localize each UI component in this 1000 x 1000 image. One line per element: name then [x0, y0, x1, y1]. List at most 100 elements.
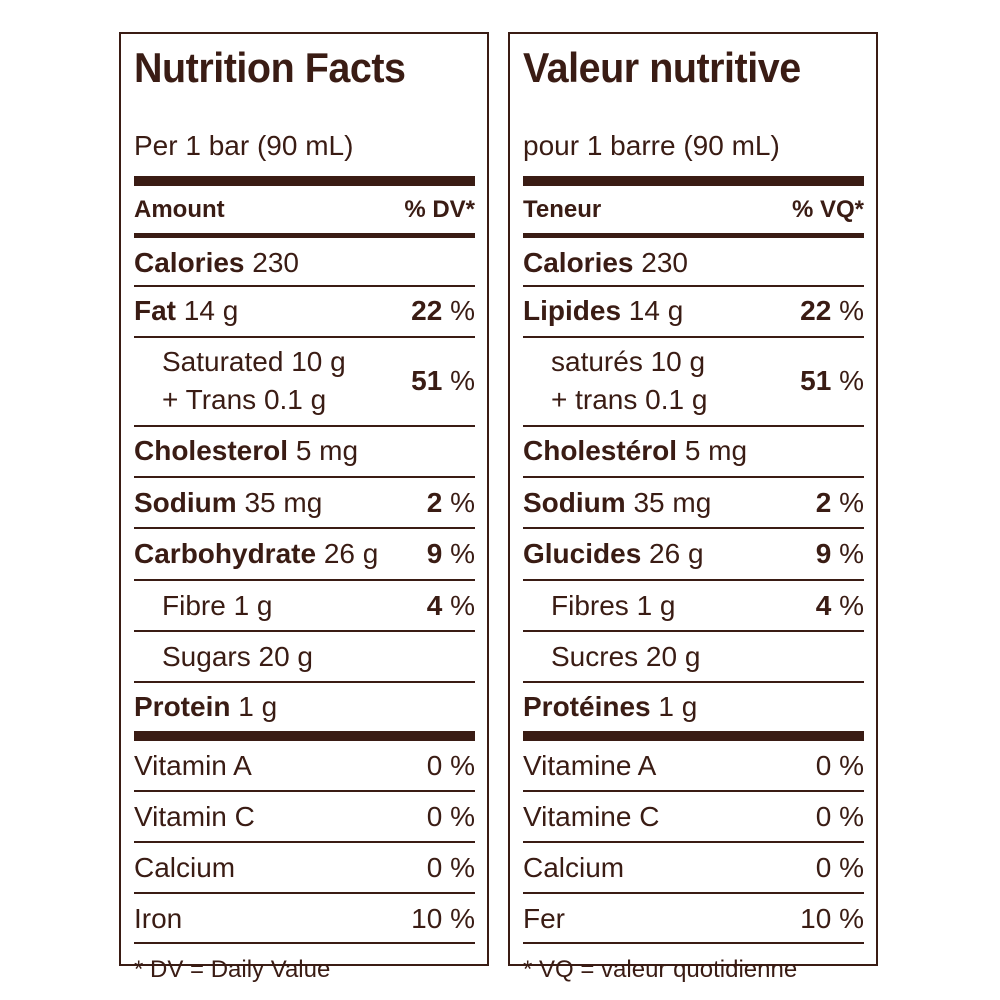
calories-value: 230 — [641, 246, 688, 278]
fat-amount: 14 g — [183, 294, 239, 326]
row-divider — [134, 790, 475, 792]
medium-divider — [134, 233, 475, 238]
carbohydrate-dv: 9 — [815, 538, 832, 569]
calcium-row: Calcium 0 % — [523, 843, 864, 893]
row-divider — [523, 841, 864, 843]
carbohydrate-label: Glucides — [523, 538, 642, 569]
saturated-line: Saturated 10 g — [162, 346, 346, 377]
footnote: * VQ = valeur quotidienne — [523, 956, 798, 983]
row-divider — [523, 425, 864, 427]
sodium-dv: 2 — [815, 487, 832, 518]
row-divider — [523, 630, 864, 632]
header-row: Amount % DV* — [134, 192, 475, 228]
row-divider — [523, 527, 864, 529]
thick-divider — [134, 731, 475, 741]
row-divider — [134, 892, 475, 894]
row-divider — [134, 527, 475, 529]
panel-title: Nutrition Facts — [134, 44, 406, 91]
sodium-label: Sodium — [134, 487, 237, 518]
sodium-amount: 35 mg — [633, 487, 712, 518]
sugars-label: Sugars 20 g — [162, 641, 313, 672]
sodium-label: Sodium — [523, 487, 626, 518]
percent-sign: % — [450, 365, 475, 396]
percent-sign: % — [450, 294, 475, 326]
saturated-line: saturés 10 g — [551, 346, 706, 377]
calcium-row: Calcium 0 % — [134, 843, 475, 893]
vitamin-c-label: Vitamine C — [523, 801, 660, 832]
fat-dv: 22 — [411, 294, 443, 326]
vitamin-a-value: 0 % — [815, 750, 864, 781]
trans-line: + trans 0.1 g — [551, 384, 708, 415]
calories-row: Calories 230 — [523, 240, 864, 285]
panel-content: Valeur nutritive pour 1 barre (90 mL) Te… — [523, 34, 864, 983]
calories-row: Calories 230 — [134, 240, 475, 285]
medium-divider — [523, 233, 864, 238]
thick-divider — [523, 176, 864, 186]
row-divider — [523, 892, 864, 894]
trans-line: + Trans 0.1 g — [162, 384, 327, 415]
amount-header: Amount — [134, 196, 225, 223]
row-divider — [523, 681, 864, 683]
row-divider — [134, 841, 475, 843]
carbohydrate-amount: 26 g — [649, 538, 704, 569]
row-divider — [134, 336, 475, 338]
panel-title: Valeur nutritive — [523, 44, 801, 91]
sodium-dv: 2 — [426, 487, 443, 518]
thick-divider — [523, 731, 864, 741]
calcium-value: 0 % — [815, 852, 864, 883]
fibre-label: Fibres 1 g — [551, 590, 676, 621]
row-divider — [134, 942, 475, 944]
vitamin-a-value: 0 % — [426, 750, 475, 781]
row-divider — [134, 681, 475, 683]
sodium-row: Sodium 35 mg 2 % — [523, 478, 864, 528]
fat-row: Lipides 14 g 22 % — [523, 287, 864, 334]
iron-row: Fer 10 % — [523, 894, 864, 944]
percent-sign: % — [839, 590, 864, 621]
amount-header: Teneur — [523, 196, 602, 223]
iron-value: 10 % — [411, 903, 475, 934]
saturated-trans-row: saturés 10 g + trans 0.1 g 51 % — [523, 338, 864, 424]
iron-row: Iron 10 % — [134, 894, 475, 944]
vitamin-a-label: Vitamine A — [523, 750, 657, 781]
calcium-label: Calcium — [134, 852, 236, 883]
calories-value: 230 — [252, 246, 299, 278]
header-row: Teneur % VQ* — [523, 192, 864, 228]
nutrition-facts-panel-fr: Valeur nutritive pour 1 barre (90 mL) Te… — [508, 32, 878, 983]
carbohydrate-row: Carbohydrate 26 g 9 % — [134, 529, 475, 579]
protein-row: Protéines 1 g — [523, 683, 864, 731]
calcium-value: 0 % — [426, 852, 475, 883]
fibre-row: Fibre 1 g 4 % — [134, 581, 475, 631]
row-divider — [134, 476, 475, 478]
serving-size: Per 1 bar (90 mL) — [134, 130, 354, 161]
iron-label: Fer — [523, 903, 565, 934]
iron-value: 10 % — [800, 903, 864, 934]
vitamin-a-row: Vitamine A 0 % — [523, 742, 864, 790]
vitamin-a-label: Vitamin A — [134, 750, 252, 781]
vitamin-c-row: Vitamine C 0 % — [523, 792, 864, 842]
fat-dv: 22 — [800, 294, 832, 326]
vitamin-a-row: Vitamin A 0 % — [134, 742, 475, 790]
dv-header: % DV* — [404, 196, 475, 223]
row-divider — [523, 790, 864, 792]
thick-divider — [134, 176, 475, 186]
percent-sign: % — [450, 590, 475, 621]
vitamin-c-row: Vitamin C 0 % — [134, 792, 475, 842]
row-divider — [134, 285, 475, 287]
row-divider — [134, 630, 475, 632]
row-divider — [523, 476, 864, 478]
panel-content: Nutrition Facts Per 1 bar (90 mL) Amount… — [134, 34, 475, 983]
fat-row: Fat 14 g 22 % — [134, 287, 475, 334]
dv-header: % VQ* — [791, 196, 864, 223]
cholesterol-amount: 5 mg — [295, 435, 359, 466]
row-divider — [523, 285, 864, 287]
footnote: * DV = Daily Value — [134, 956, 331, 983]
serving-size: pour 1 barre (90 mL) — [523, 130, 780, 161]
protein-row: Protein 1 g — [134, 683, 475, 731]
fat-amount: 14 g — [628, 294, 684, 326]
protein-amount: 1 g — [238, 691, 278, 722]
fibre-label: Fibre 1 g — [162, 590, 273, 621]
row-divider — [523, 942, 864, 944]
fibre-dv: 4 — [815, 590, 832, 621]
calories-label: Calories — [523, 246, 634, 278]
row-divider — [134, 425, 475, 427]
